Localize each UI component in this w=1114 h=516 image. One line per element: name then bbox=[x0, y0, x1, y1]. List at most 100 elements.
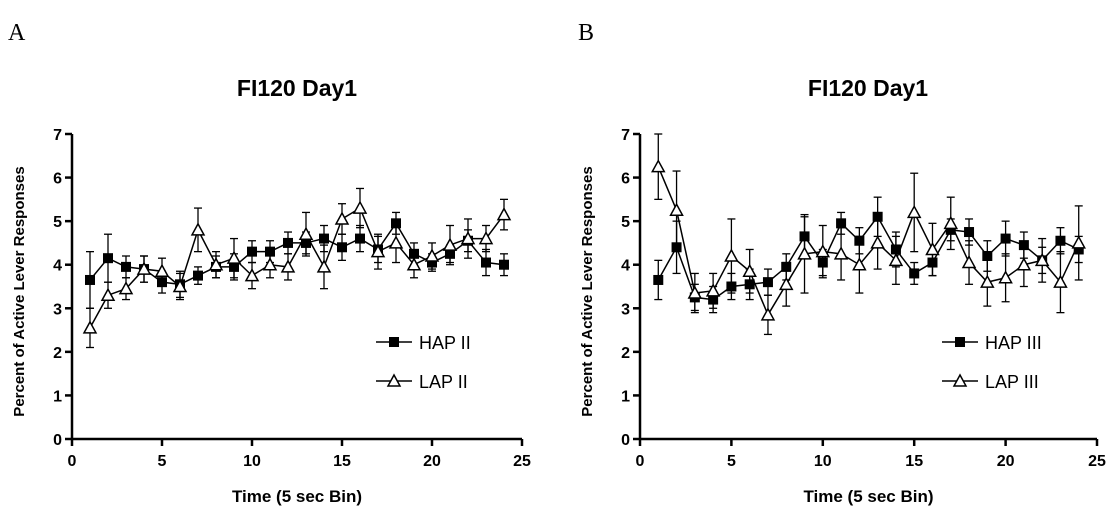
data-point bbox=[247, 246, 257, 257]
data-point bbox=[355, 233, 365, 244]
x-tick-label: 10 bbox=[243, 453, 261, 470]
data-point bbox=[172, 278, 188, 293]
data-point bbox=[836, 218, 847, 229]
data-point bbox=[870, 235, 885, 249]
data-point bbox=[1034, 252, 1050, 267]
x-tick-label: 5 bbox=[158, 453, 167, 470]
data-point bbox=[687, 285, 703, 299]
series-line bbox=[657, 215, 1080, 301]
x-tick-label: 20 bbox=[997, 453, 1015, 470]
legend-entry: LAP III bbox=[942, 372, 1039, 392]
data-point bbox=[705, 283, 721, 297]
legend-marker bbox=[386, 373, 402, 387]
y-tick-label: 0 bbox=[53, 432, 62, 449]
legend-label: LAP III bbox=[985, 372, 1039, 392]
data-point bbox=[499, 259, 509, 270]
y-tick-label: 4 bbox=[53, 258, 62, 275]
data-point bbox=[778, 276, 794, 291]
data-point bbox=[964, 227, 975, 238]
x-tick-label: 15 bbox=[333, 453, 351, 470]
data-point bbox=[283, 237, 293, 248]
data-point bbox=[943, 215, 959, 230]
data-point bbox=[406, 257, 422, 271]
data-point bbox=[815, 244, 831, 258]
y-tick-label: 3 bbox=[53, 301, 62, 318]
data-point bbox=[352, 200, 368, 214]
y-tick-label: 5 bbox=[621, 214, 630, 231]
data-point bbox=[724, 248, 739, 262]
x-tick-label: 10 bbox=[814, 453, 832, 470]
data-point bbox=[154, 263, 170, 277]
panel-letter-b: B bbox=[578, 20, 594, 46]
data-point bbox=[762, 277, 773, 288]
y-tick-label: 0 bbox=[621, 432, 630, 449]
data-point bbox=[82, 320, 98, 334]
data-point bbox=[388, 235, 404, 249]
legend-label: HAP III bbox=[985, 333, 1042, 353]
data-point bbox=[852, 257, 867, 271]
legend-entry: HAP II bbox=[376, 333, 471, 353]
y-tick-label: 2 bbox=[621, 345, 630, 362]
data-point bbox=[244, 268, 260, 282]
x-tick-label: 5 bbox=[727, 453, 736, 470]
data-point bbox=[888, 252, 904, 267]
data-point bbox=[298, 226, 314, 240]
chart-panel-b: FI120 Day1 0 1 2 3 4 5 6 7 0 5 10 15 20 25 Time (5 sec … bbox=[579, 75, 1106, 506]
data-point bbox=[906, 204, 922, 219]
data-point bbox=[760, 307, 776, 321]
legend-label: LAP II bbox=[419, 372, 468, 392]
x-axis-label: Time (5 sec Bin) bbox=[803, 487, 933, 506]
x-tick-label: 20 bbox=[423, 453, 441, 470]
data-point bbox=[370, 244, 386, 258]
data-point bbox=[909, 268, 920, 279]
data-point bbox=[961, 254, 977, 269]
y-tick-label: 3 bbox=[621, 301, 630, 318]
y-axis-label: Percent of Active Lever Responses bbox=[11, 166, 28, 416]
y-tick-label: 4 bbox=[621, 258, 630, 275]
y-tick-label: 7 bbox=[621, 127, 630, 144]
data-point bbox=[337, 242, 347, 253]
y-tick-label: 2 bbox=[53, 345, 62, 362]
series-line bbox=[657, 166, 1080, 317]
data-point bbox=[262, 257, 278, 271]
y-tick-label: 1 bbox=[53, 388, 62, 405]
data-point bbox=[334, 211, 350, 225]
series-line bbox=[89, 206, 505, 329]
y-tick-label: 7 bbox=[53, 127, 62, 144]
data-point bbox=[100, 287, 116, 301]
data-point bbox=[1055, 235, 1066, 246]
data-point bbox=[1016, 257, 1032, 271]
chart-title: FI120 Day1 bbox=[237, 75, 357, 101]
legend-marker bbox=[389, 337, 399, 347]
data-point bbox=[136, 261, 152, 275]
legend-marker bbox=[952, 373, 968, 387]
data-point bbox=[280, 259, 296, 273]
data-point bbox=[424, 248, 440, 262]
legend-label: HAP II bbox=[419, 333, 471, 353]
legend-entry: LAP II bbox=[376, 372, 468, 392]
y-tick-label: 6 bbox=[53, 171, 62, 188]
data-point bbox=[653, 274, 664, 285]
data-point bbox=[651, 159, 666, 173]
y-axis-label: Percent of Active Lever Responses bbox=[579, 166, 596, 416]
data-point bbox=[797, 246, 812, 260]
data-point bbox=[982, 251, 993, 261]
y-tick-label: 5 bbox=[53, 214, 62, 231]
y-tick-label: 1 bbox=[621, 388, 630, 405]
x-axis-label: Time (5 sec Bin) bbox=[232, 487, 362, 506]
data-point bbox=[319, 233, 329, 244]
data-point bbox=[998, 270, 1013, 284]
x-tick-label: 15 bbox=[905, 453, 923, 470]
data-point bbox=[121, 261, 131, 272]
legend-marker bbox=[955, 337, 965, 347]
data-point bbox=[316, 259, 332, 273]
series-triangles bbox=[651, 133, 1086, 336]
data-point bbox=[193, 270, 203, 281]
panel-letter-a: A bbox=[8, 20, 26, 46]
data-point bbox=[496, 207, 512, 221]
data-point bbox=[669, 202, 684, 216]
series-triangles bbox=[82, 187, 512, 349]
data-point bbox=[103, 253, 113, 264]
data-point bbox=[442, 237, 458, 251]
